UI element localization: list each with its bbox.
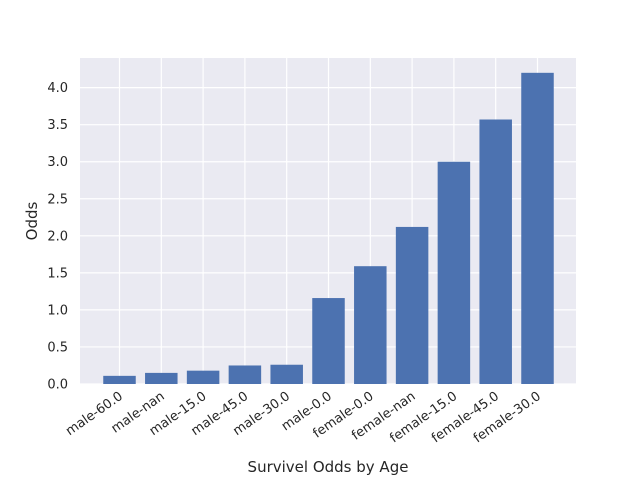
bar-male-30.0 <box>270 364 303 384</box>
bar-female-nan <box>395 226 429 384</box>
y-tick-label: 2.5 <box>47 192 68 207</box>
y-tick-label: 0.0 <box>47 378 68 393</box>
bar-female-0.0 <box>354 266 387 384</box>
x-tick-labels: male-60.0male-nanmale-15.0male-45.0male-… <box>63 389 544 446</box>
y-tick-label: 3.5 <box>47 118 68 133</box>
bar-male-0.0 <box>312 298 345 384</box>
x-axis-label: Survivel Odds by Age <box>248 458 409 476</box>
y-tick-labels: 0.0 0.5 1.0 1.5 2.0 2.5 3.0 3.5 4.0 <box>47 81 68 392</box>
bar-male-45.0 <box>228 365 262 384</box>
y-tick-label: 2.0 <box>47 229 68 244</box>
bars <box>103 72 554 385</box>
bar-male-15.0 <box>186 370 220 384</box>
y-tick-label: 1.0 <box>47 303 68 318</box>
y-tick-label: 0.5 <box>47 340 68 355</box>
bar-female-15.0 <box>437 161 471 384</box>
y-tick-label: 4.0 <box>47 81 68 96</box>
bar-male-60.0 <box>103 375 136 384</box>
bar-male-nan <box>145 372 178 384</box>
y-tick-label: 3.0 <box>47 155 68 170</box>
y-axis-label: Odds <box>23 201 41 240</box>
bar-female-45.0 <box>479 119 512 384</box>
y-tick-label: 1.5 <box>47 266 68 281</box>
bar-female-30.0 <box>521 72 554 385</box>
